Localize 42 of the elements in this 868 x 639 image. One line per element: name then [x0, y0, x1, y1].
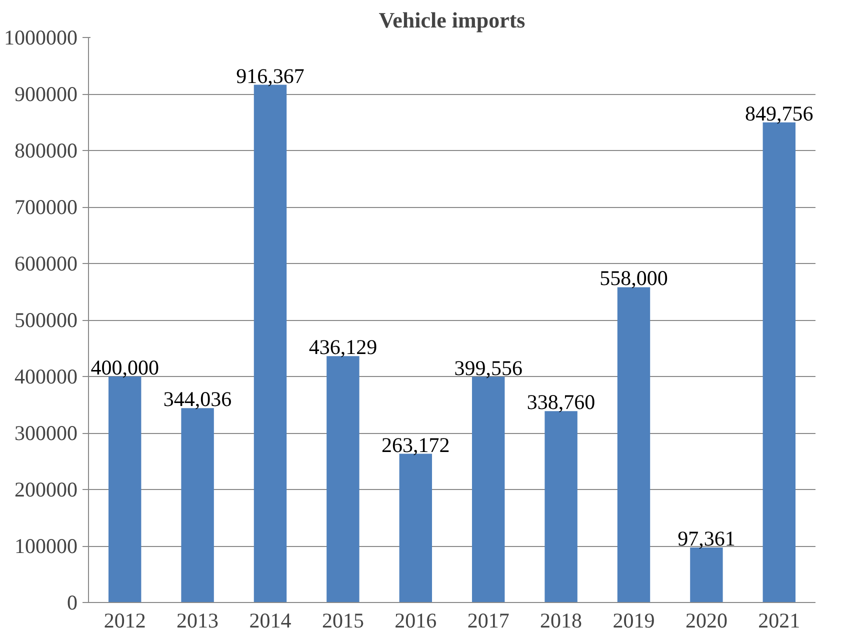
data-label: 849,756	[745, 101, 814, 126]
bar	[108, 376, 142, 602]
y-tick-label: 800000	[14, 138, 78, 162]
bar	[762, 122, 796, 602]
data-label: 436,129	[308, 335, 378, 360]
x-tick-label: 2017	[467, 608, 510, 632]
y-tick-label: 600000	[14, 252, 78, 276]
y-tick-label: 700000	[14, 195, 78, 219]
x-tick-label: 2015	[322, 608, 364, 632]
bar	[617, 287, 650, 602]
x-tick-label: 2019	[612, 608, 655, 632]
x-tick-label: 2018	[540, 608, 582, 632]
chart-title: Vehicle imports	[378, 8, 526, 32]
bar	[254, 84, 287, 602]
bar	[690, 547, 723, 602]
y-tick-label: 200000	[14, 478, 78, 502]
bar	[472, 376, 505, 602]
data-label: 338,760	[526, 390, 596, 414]
y-tick-label: 400000	[14, 364, 78, 388]
x-tick-label: 2013	[176, 608, 219, 632]
data-label: 400,000	[90, 356, 159, 380]
data-label: 916,367	[236, 64, 304, 88]
x-tick-label: 2012	[104, 608, 146, 632]
data-label: 344,036	[163, 387, 232, 412]
y-tick-label: 0	[67, 590, 78, 614]
bar	[399, 454, 432, 602]
data-label: 558,000	[600, 266, 668, 290]
y-tick-label: 500000	[14, 308, 78, 332]
y-tick-label: 300000	[14, 421, 78, 445]
x-tick-label: 2014	[249, 608, 292, 632]
bar	[181, 408, 214, 602]
data-label: 399,556	[454, 356, 522, 380]
bar	[326, 356, 360, 602]
x-tick-label: 2021	[758, 608, 800, 632]
x-tick-label: 2020	[685, 608, 728, 632]
y-tick-label: 900000	[14, 82, 78, 106]
x-tick-label: 2016	[394, 608, 437, 632]
y-tick-label: 100000	[14, 534, 78, 558]
data-label: 263,172	[382, 432, 450, 457]
y-tick-label: 1000000	[4, 26, 78, 50]
data-label: 97,361	[678, 526, 736, 550]
bar	[544, 411, 578, 602]
